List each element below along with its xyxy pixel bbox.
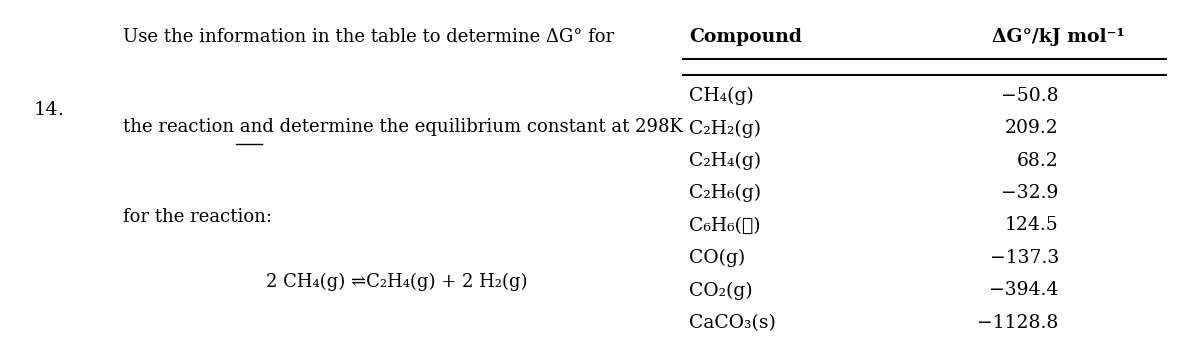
Text: C₆H₆(ℓ): C₆H₆(ℓ): [689, 216, 761, 234]
Text: ΔG°/kJ mol⁻¹: ΔG°/kJ mol⁻¹: [992, 28, 1126, 46]
Text: CH₄(g): CH₄(g): [689, 87, 754, 105]
Text: 209.2: 209.2: [1006, 119, 1058, 137]
Text: CO₂(g): CO₂(g): [689, 281, 752, 300]
Text: for the reaction:: for the reaction:: [124, 208, 272, 226]
Text: CO(g): CO(g): [689, 249, 745, 267]
Text: −394.4: −394.4: [990, 281, 1058, 299]
Text: 14.: 14.: [34, 101, 65, 119]
Text: −32.9: −32.9: [1002, 184, 1058, 202]
Text: 68.2: 68.2: [1018, 152, 1058, 170]
Text: Compound: Compound: [689, 28, 803, 46]
Text: 124.5: 124.5: [1006, 216, 1058, 234]
Text: −50.8: −50.8: [1001, 87, 1058, 105]
Text: C₂H₂(g): C₂H₂(g): [689, 119, 761, 138]
Text: CaCO₃(s): CaCO₃(s): [689, 314, 776, 332]
Text: C₂H₄(g): C₂H₄(g): [689, 152, 762, 170]
Text: −137.3: −137.3: [990, 249, 1058, 267]
Text: Use the information in the table to determine ΔG° for: Use the information in the table to dete…: [124, 28, 614, 46]
Text: the reaction and determine the equilibrium constant at 298K: the reaction and determine the equilibri…: [124, 118, 683, 136]
Text: 2 CH₄(g) ⇌C₂H₄(g) + 2 H₂(g): 2 CH₄(g) ⇌C₂H₄(g) + 2 H₂(g): [266, 273, 528, 291]
Text: −1128.8: −1128.8: [978, 314, 1058, 332]
Text: C₂H₆(g): C₂H₆(g): [689, 184, 762, 202]
